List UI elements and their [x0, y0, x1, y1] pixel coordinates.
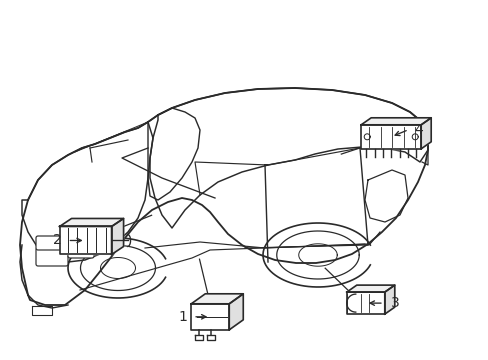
FancyBboxPatch shape: [68, 242, 94, 258]
Polygon shape: [361, 125, 420, 149]
FancyBboxPatch shape: [36, 236, 68, 250]
Text: 2: 2: [53, 234, 62, 247]
Polygon shape: [60, 219, 123, 226]
Polygon shape: [229, 294, 243, 330]
Polygon shape: [191, 304, 229, 330]
Text: 4: 4: [413, 123, 422, 136]
Polygon shape: [60, 226, 111, 255]
Polygon shape: [346, 292, 384, 314]
FancyBboxPatch shape: [68, 231, 94, 244]
Polygon shape: [191, 294, 243, 304]
FancyBboxPatch shape: [36, 248, 68, 266]
Polygon shape: [384, 285, 394, 314]
Polygon shape: [420, 118, 430, 149]
Text: 1: 1: [179, 310, 187, 324]
Polygon shape: [111, 219, 123, 255]
Polygon shape: [361, 118, 430, 125]
Polygon shape: [346, 285, 394, 292]
Text: 3: 3: [390, 296, 399, 310]
